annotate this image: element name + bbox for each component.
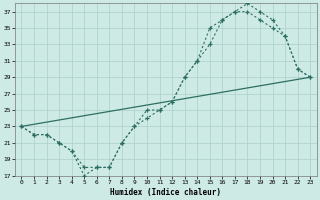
X-axis label: Humidex (Indice chaleur): Humidex (Indice chaleur) (110, 188, 221, 197)
